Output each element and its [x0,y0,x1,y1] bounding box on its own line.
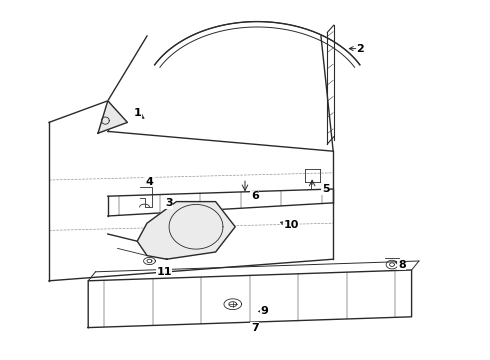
Text: 2: 2 [356,44,364,54]
Text: 9: 9 [261,306,269,316]
Polygon shape [137,202,235,259]
Text: 6: 6 [251,191,259,201]
Text: 7: 7 [251,323,259,333]
Text: 3: 3 [165,198,173,208]
Text: 10: 10 [284,220,299,230]
Text: 5: 5 [322,184,330,194]
Text: 1: 1 [133,108,141,118]
Text: 8: 8 [398,260,406,270]
Polygon shape [98,101,127,133]
Text: 4: 4 [146,177,153,187]
Text: 11: 11 [156,267,172,277]
